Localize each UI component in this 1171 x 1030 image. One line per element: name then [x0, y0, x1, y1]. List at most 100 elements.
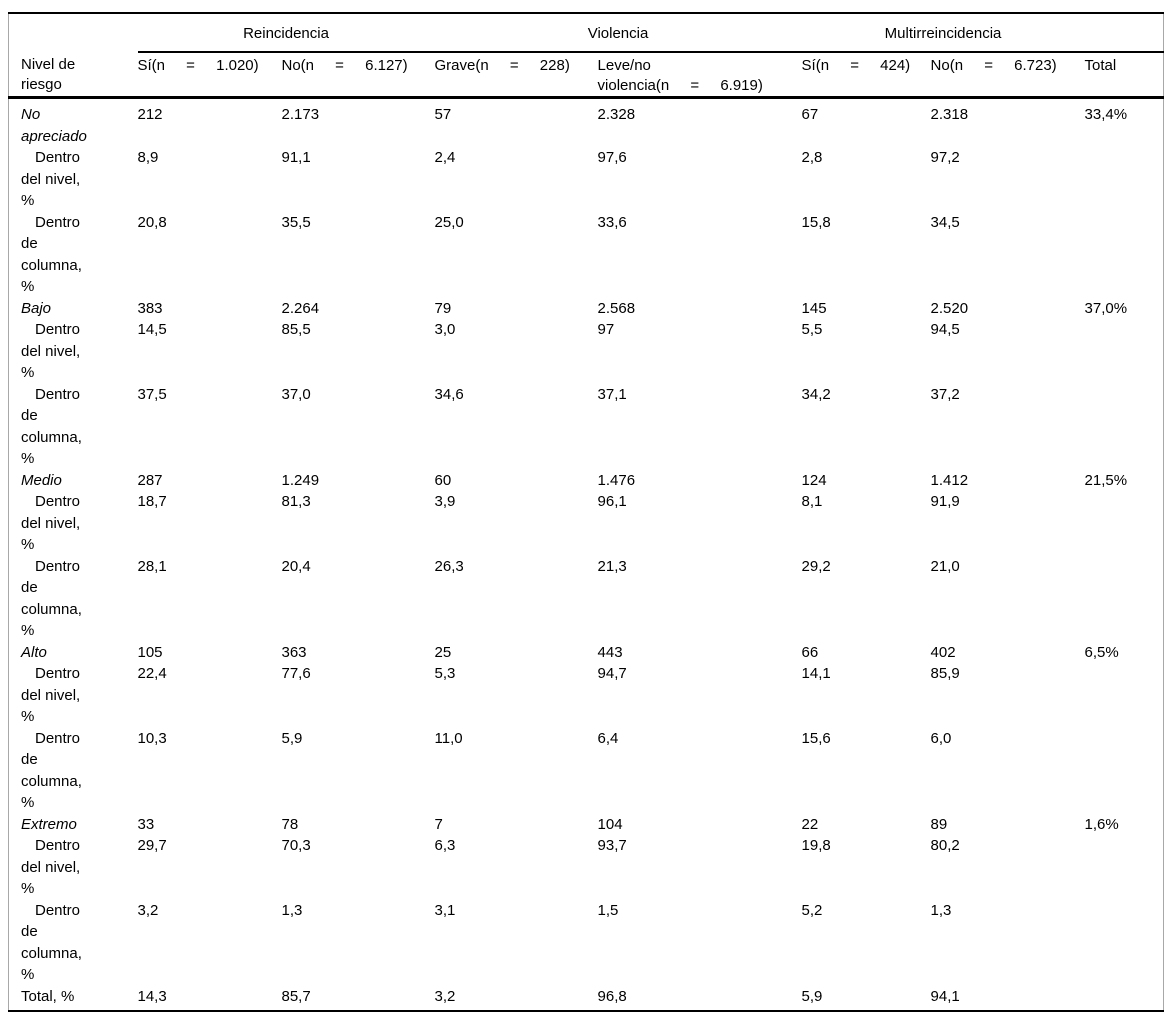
data-cell: 91,9 — [930, 493, 960, 510]
data-cell: 3,1 — [434, 901, 456, 919]
data-cell: 5,3 — [434, 665, 456, 682]
data-cell: 96,1 — [597, 493, 627, 510]
data-cell: 81,3 — [281, 493, 311, 510]
risk-level-label: Extremo — [21, 815, 77, 833]
table-body: No apreciado 212 2.173 57 2.328 67 2.318 33,4% D… — [9, 98, 1164, 1012]
data-cell: 3,9 — [434, 493, 456, 510]
data-cell: 2,4 — [434, 149, 456, 166]
data-cell: 3,2 — [434, 987, 456, 1005]
group-header-reincidencia: Reincidencia — [137, 13, 435, 53]
data-cell: 11,0 — [434, 729, 463, 747]
table-row: Total, % 14,3 85,7 3,2 96,8 5,9 94,1 — [9, 986, 1164, 1012]
data-cell: 2.318 — [930, 106, 969, 123]
group-header-total-spacer — [1084, 13, 1164, 53]
total-cell — [1085, 728, 1164, 814]
total-cell — [1085, 986, 1164, 1012]
data-cell: 66 — [801, 643, 819, 661]
data-cell: 97 — [597, 321, 615, 338]
total-cell — [1085, 900, 1164, 986]
data-cell: 383 — [137, 299, 163, 317]
data-cell: 2.328 — [597, 106, 636, 123]
row-label: Dentro del nivel, % — [21, 837, 81, 897]
data-cell: 2.173 — [281, 106, 320, 123]
data-cell: 35,5 — [281, 213, 311, 231]
table-row: Dentro del nivel, % 22,4 77,6 5,3 94,7 14,1 85… — [9, 663, 1164, 728]
corner-spacer — [9, 13, 138, 52]
table-row: Dentro de columna, % 3,2 1,3 3,1 1,5 5,2 1,3 — [9, 900, 1164, 986]
total-cell: 21,5% — [1084, 471, 1128, 489]
data-cell: 89 — [930, 815, 948, 833]
data-cell: 22 — [801, 815, 819, 833]
data-cell: 20,4 — [281, 557, 311, 575]
col-header-total: Total — [1084, 52, 1164, 99]
data-cell: 145 — [801, 299, 827, 317]
column-header-row: Nivel de riesgo Sí(n = 1.020) No(n = 6.1… — [8, 52, 1164, 99]
data-cell: 78 — [281, 815, 299, 833]
data-cell: 18,7 — [137, 493, 167, 510]
data-cell: 5,9 — [281, 729, 303, 747]
data-cell: 443 — [597, 643, 623, 661]
table-row: Dentro del nivel, % 8,9 91,1 2,4 97,6 2,8 97,2 — [9, 147, 1164, 212]
data-cell: 37,1 — [597, 385, 627, 403]
data-cell: 2.520 — [930, 299, 969, 317]
table-row: Dentro del nivel, % 29,7 70,3 6,3 93,7 19,8 80… — [9, 835, 1164, 900]
table-row: No apreciado 212 2.173 57 2.328 67 2.318 33,4% — [9, 98, 1164, 148]
data-cell: 25 — [434, 643, 452, 661]
data-cell: 26,3 — [434, 557, 464, 575]
risk-level-label: Medio — [21, 471, 62, 489]
data-cell: 97,2 — [930, 149, 960, 166]
row-label: Dentro de columna, % — [21, 213, 82, 296]
total-cell — [1085, 491, 1164, 556]
table-row: Bajo 383 2.264 79 2.568 145 2.520 37,0% — [9, 298, 1164, 320]
total-cell — [1085, 835, 1164, 900]
data-cell: 22,4 — [137, 665, 167, 682]
total-cell — [1085, 556, 1164, 642]
data-cell: 94,1 — [930, 987, 960, 1005]
table-row: Dentro del nivel, % 14,5 85,5 3,0 97 5,5 94,5 — [9, 319, 1164, 384]
data-cell: 2.264 — [281, 299, 320, 317]
data-cell: 2.568 — [597, 299, 636, 317]
data-cell: 6,3 — [434, 837, 456, 854]
data-cell: 33,6 — [597, 213, 627, 231]
data-cell: 94,7 — [597, 665, 627, 682]
data-cell: 20,8 — [137, 213, 167, 231]
data-cell: 25,0 — [434, 213, 464, 231]
data-cell: 85,5 — [281, 321, 311, 338]
col-header-multirreincidencia-no: No(n = 6.723) — [930, 52, 1085, 99]
data-cell: 97,6 — [597, 149, 627, 166]
data-cell: 28,1 — [137, 557, 167, 575]
data-cell: 85,9 — [930, 665, 960, 682]
data-cell: 91,1 — [281, 149, 311, 166]
data-cell: 124 — [801, 471, 827, 489]
row-label: Dentro del nivel, % — [21, 493, 81, 553]
data-cell: 5,5 — [801, 321, 823, 338]
data-cell: 37,5 — [137, 385, 167, 403]
data-cell: 104 — [597, 815, 623, 833]
data-cell: 10,3 — [137, 729, 167, 747]
row-label: Dentro del nivel, % — [21, 149, 81, 209]
table-row: Dentro de columna, % 37,5 37,0 34,6 37,1 34,2… — [9, 384, 1164, 470]
table-row: Alto 105 363 25 443 66 402 6,5% — [9, 642, 1164, 664]
data-cell: 363 — [281, 643, 307, 661]
total-cell — [1085, 663, 1164, 728]
data-cell: 105 — [137, 643, 163, 661]
row-label: Dentro de columna, % — [21, 385, 82, 468]
data-cell: 77,6 — [281, 665, 311, 682]
table-row: Dentro de columna, % 28,1 20,4 26,3 21,3 29,2… — [9, 556, 1164, 642]
row-label: Dentro del nivel, % — [21, 321, 81, 381]
data-cell: 15,6 — [801, 729, 831, 747]
data-cell: 34,6 — [434, 385, 464, 403]
data-cell: 21,3 — [597, 557, 627, 575]
table-header: Reincidencia Violencia Multirreincidenci… — [8, 13, 1164, 99]
data-cell: 1,5 — [597, 901, 619, 919]
data-cell: 1.412 — [930, 471, 969, 489]
row-axis-title: Nivel de riesgo — [8, 52, 138, 99]
data-cell: 2,8 — [801, 149, 823, 166]
col-header-violencia-grave: Grave(n = 228) — [434, 52, 598, 99]
data-cell: 33 — [137, 815, 155, 833]
data-cell: 29,2 — [801, 557, 831, 575]
total-cell — [1085, 319, 1164, 384]
group-header-row: Reincidencia Violencia Multirreincidenci… — [9, 13, 1164, 53]
table-row: Dentro de columna, % 10,3 5,9 11,0 6,4 15,6 6,… — [9, 728, 1164, 814]
data-cell: 6,0 — [930, 729, 952, 747]
